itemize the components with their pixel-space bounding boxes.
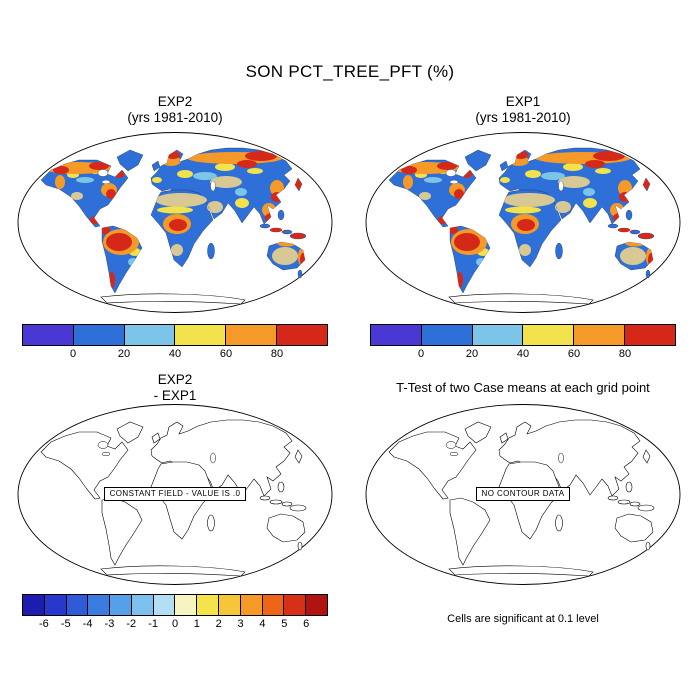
world-map-exp1 <box>365 132 681 313</box>
panel-title-exp2-line2: (yrs 1981-2010) <box>127 110 223 125</box>
colorbar-segment <box>420 325 472 345</box>
colorbar-tick-label: 6 <box>303 618 310 630</box>
panel-title-ttest: T-Test of two Case means at each grid po… <box>363 380 683 396</box>
colorbar-tick-label: 80 <box>270 348 284 360</box>
colorbar-segment <box>43 595 66 615</box>
colorbar-segment <box>196 595 219 615</box>
colorbar-segment <box>23 325 73 345</box>
colorbar-tick-label: 80 <box>618 348 632 360</box>
colorbar-segment <box>87 595 110 615</box>
colorbar-segment <box>23 595 44 615</box>
colorbar-segment <box>624 325 675 345</box>
colorbar-tick-label: 60 <box>219 348 233 360</box>
colorbar-diff: -6 -5 -4 -3 -2 -1 0 1 2 3 4 5 6 <box>22 594 328 630</box>
diff-annotation-box: CONSTANT FIELD - VALUE IS .0 <box>15 487 335 501</box>
colorbar-tick-label: 2 <box>215 618 222 630</box>
colorbar-segment <box>471 325 523 345</box>
colorbar-segment <box>174 325 226 345</box>
panel-title-exp1: EXP1 (yrs 1981-2010) <box>363 94 683 126</box>
panel-title-exp1-line2: (yrs 1981-2010) <box>475 110 571 125</box>
colorbar-segment <box>522 325 574 345</box>
colorbar-tick-label: -6 <box>38 618 49 630</box>
colorbar-tick-label: 0 <box>417 348 425 360</box>
colorbar-tick-label: 20 <box>117 348 131 360</box>
significance-footnote: Cells are significant at 0.1 level <box>447 613 599 625</box>
colorbar-tick-label: -5 <box>60 618 71 630</box>
colorbar-segment <box>305 595 327 615</box>
ttest-annotation-text: NO CONTOUR DATA <box>475 487 571 501</box>
colorbar-segment <box>261 595 284 615</box>
panel-title-ttest-line1: T-Test of two Case means at each grid po… <box>396 380 650 395</box>
colorbar-tick-label: 0 <box>171 618 179 630</box>
colorbar-segment <box>276 325 327 345</box>
colorbar-tick-label: -2 <box>126 618 137 630</box>
colorbar-segment <box>225 325 277 345</box>
panel-title-exp2-line1: EXP2 <box>157 94 193 109</box>
colorbar-tick-label: 60 <box>567 348 581 360</box>
panel-title-exp1-line1: EXP1 <box>505 94 541 109</box>
colorbar-segment <box>371 325 421 345</box>
colorbar-segment <box>283 595 306 615</box>
colorbar-segment <box>123 325 175 345</box>
world-map-exp2 <box>17 132 333 313</box>
colorbar-segment <box>72 325 124 345</box>
colorbar-exp1: 0 20 40 60 80 <box>370 324 676 360</box>
colorbar-segment <box>239 595 262 615</box>
colorbar-tick-label: 4 <box>259 618 266 630</box>
panel-title-diff-line1: EXP2 <box>157 372 193 387</box>
panel-title-diff-line2: - EXP1 <box>153 388 197 403</box>
panel-title-diff: EXP2 - EXP1 <box>15 372 335 404</box>
panel-title-exp2: EXP2 (yrs 1981-2010) <box>15 94 335 126</box>
colorbar-segment <box>174 595 197 615</box>
colorbar-segment <box>130 595 153 615</box>
colorbar-tick-label: -1 <box>148 618 159 630</box>
colorbar-tick-label: 40 <box>516 348 530 360</box>
colorbar-segment <box>109 595 131 615</box>
colorbar-segment <box>152 595 175 615</box>
colorbar-tick-label: 5 <box>281 618 288 630</box>
colorbar-tick-label: 20 <box>465 348 479 360</box>
colorbar-tick-label: -3 <box>104 618 115 630</box>
colorbar-segment <box>65 595 88 615</box>
colorbar-segment <box>218 595 240 615</box>
ttest-annotation-box: NO CONTOUR DATA <box>363 487 683 501</box>
colorbar-tick-label: -4 <box>82 618 93 630</box>
colorbar-tick-label: 3 <box>237 618 244 630</box>
diff-annotation-text: CONSTANT FIELD - VALUE IS .0 <box>103 487 247 501</box>
colorbar-tick-label: 40 <box>168 348 182 360</box>
colorbar-tick-label: 1 <box>193 618 200 630</box>
colorbar-tick-label: 0 <box>69 348 77 360</box>
colorbar-exp2: 0 20 40 60 80 <box>22 324 328 360</box>
plot-title: SON PCT_TREE_PFT (%) <box>245 62 455 81</box>
colorbar-segment <box>573 325 625 345</box>
